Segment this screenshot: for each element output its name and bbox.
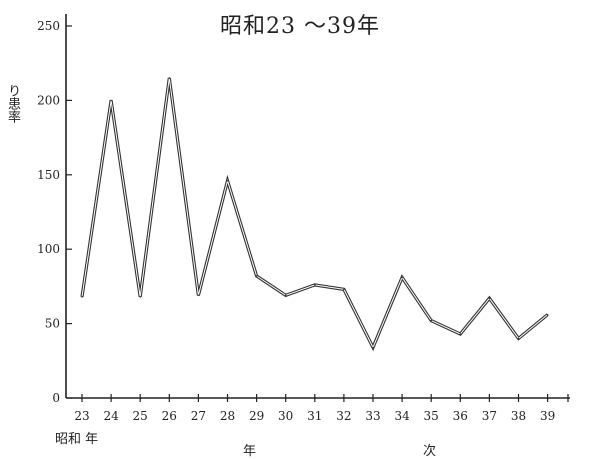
data-point bbox=[401, 276, 403, 279]
x-tick-label: 39 bbox=[540, 409, 555, 423]
x-tick-label: 26 bbox=[162, 409, 177, 423]
data-point bbox=[546, 313, 549, 316]
y-tick-label: 0 bbox=[52, 391, 60, 405]
y-axis-label: り患率 bbox=[5, 84, 20, 123]
x-tick-label: 37 bbox=[482, 409, 497, 423]
x-tick-label: 32 bbox=[336, 409, 351, 423]
x-tick-label: 24 bbox=[103, 409, 119, 423]
x-tick-label: 30 bbox=[278, 409, 293, 423]
x-tick-label: 36 bbox=[453, 409, 468, 423]
x-tick-label: 27 bbox=[191, 409, 206, 423]
x-tick-label: 28 bbox=[220, 409, 235, 423]
x-tick-label: 25 bbox=[133, 409, 148, 423]
data-point bbox=[459, 333, 462, 335]
x-tick-label: 33 bbox=[365, 409, 380, 423]
x-tick-label: 23 bbox=[74, 409, 89, 423]
x-axis-label-right: 次 bbox=[423, 444, 437, 459]
y-tick-label: 50 bbox=[45, 317, 60, 331]
data-point bbox=[488, 297, 491, 300]
data-point bbox=[430, 319, 433, 322]
x-tick-label: 35 bbox=[424, 409, 439, 423]
data-point bbox=[255, 275, 258, 277]
data-point bbox=[226, 179, 229, 182]
x-tick-label: 38 bbox=[511, 409, 526, 423]
data-point bbox=[110, 99, 112, 102]
data-point bbox=[284, 294, 287, 297]
data-point bbox=[81, 296, 83, 298]
data-point bbox=[372, 346, 374, 349]
era-label: 昭和 年 bbox=[55, 432, 99, 447]
chart-title: 昭和23 ～39年 bbox=[220, 14, 380, 39]
data-point bbox=[517, 337, 520, 340]
data-point bbox=[139, 296, 141, 298]
x-tick-label: 29 bbox=[249, 409, 264, 423]
y-tick-label: 200 bbox=[37, 93, 60, 107]
data-point bbox=[197, 294, 200, 297]
x-axis-label-left: 年 bbox=[243, 444, 257, 459]
data-point bbox=[168, 77, 171, 79]
y-tick-label: 250 bbox=[37, 19, 60, 33]
series-line-inner bbox=[81, 78, 548, 349]
y-tick-label: 150 bbox=[37, 168, 60, 182]
y-tick-label: 100 bbox=[37, 242, 60, 256]
data-point bbox=[314, 284, 316, 286]
x-tick-label: 34 bbox=[394, 409, 410, 423]
x-tick-label: 31 bbox=[307, 409, 322, 423]
data-point bbox=[343, 288, 345, 291]
